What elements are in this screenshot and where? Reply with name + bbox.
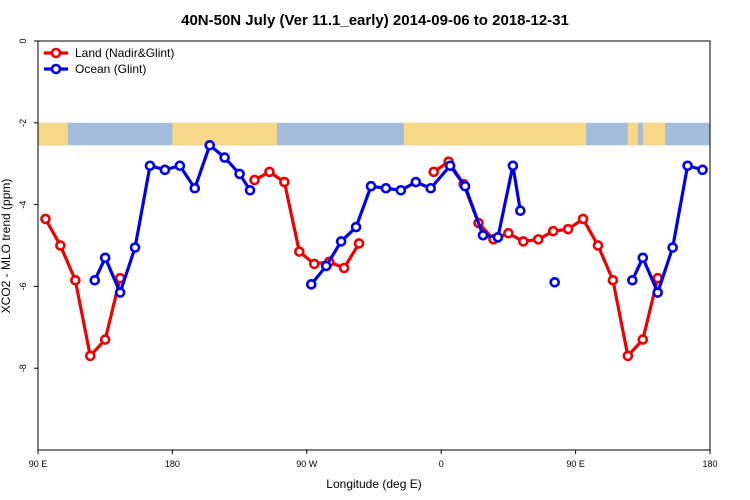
legend-label-0: Land (Nadir&Glint) xyxy=(75,46,174,60)
series-0-point-2-11 xyxy=(592,240,604,251)
series-1-point-1-6 xyxy=(395,184,407,196)
series-0-point-1-6 xyxy=(338,262,350,274)
series-1-point-3-1 xyxy=(637,252,649,264)
series-1-point-1-0 xyxy=(305,279,317,290)
series-0-line-0 xyxy=(44,218,122,358)
map-land-0 xyxy=(38,122,68,146)
series-1-point-1-1 xyxy=(320,260,332,272)
plot-frame xyxy=(37,40,711,451)
series-0-point-2-0 xyxy=(428,166,440,178)
series-layer xyxy=(40,139,708,362)
series-0-point-2-13 xyxy=(622,350,634,362)
series-1-point-3-0 xyxy=(627,274,638,286)
series-1-point-1-8 xyxy=(425,182,437,194)
series-1-point-0-9 xyxy=(219,152,230,163)
series-0-point-1-3 xyxy=(294,246,305,257)
series-1-point-1-13 xyxy=(507,160,519,172)
x-tick-label-1: 180 xyxy=(165,459,180,469)
series-0-point-1-4 xyxy=(308,258,320,270)
series-1-point-2-0 xyxy=(549,277,560,288)
legend-marker-1 xyxy=(50,63,62,75)
series-1-point-0-10 xyxy=(234,168,245,180)
y-tick-label-1: -2 xyxy=(18,119,28,127)
x-axis-label: Longitude (deg E) xyxy=(326,477,421,491)
series-1-point-0-6 xyxy=(174,160,186,172)
series-1-point-0-0 xyxy=(89,274,101,286)
x-axis: 90 E 180 90 W 0 90 E 180 xyxy=(29,450,718,469)
series-0-point-0-4 xyxy=(99,334,111,345)
series-1-point-1-11 xyxy=(477,229,489,241)
series-1-point-1-3 xyxy=(350,221,362,233)
series-0-point-0-0 xyxy=(40,213,51,225)
series-0-point-1-2 xyxy=(279,176,290,188)
series-1-point-0-11 xyxy=(244,184,256,196)
series-0-point-2-6 xyxy=(518,236,529,247)
series-1-point-1-4 xyxy=(365,180,377,192)
y-tick-label-2: -4 xyxy=(18,201,28,209)
series-0-point-2-9 xyxy=(562,223,574,235)
y-tick-label-0: 0 xyxy=(18,38,28,43)
series-0-point-1-0 xyxy=(249,174,260,186)
y-tick-label-3: -6 xyxy=(18,282,28,290)
map-land-2 xyxy=(403,122,587,146)
series-0-point-0-3 xyxy=(84,350,96,362)
series-1-point-1-5 xyxy=(380,182,392,194)
series-1-point-0-8 xyxy=(204,139,216,151)
series-1-point-0-4 xyxy=(144,160,156,172)
series-0-point-2-5 xyxy=(503,227,514,239)
series-1-point-3-2 xyxy=(652,287,664,298)
legend-label-1: Ocean (Glint) xyxy=(75,62,146,76)
series-1-point-1-2 xyxy=(335,236,347,247)
series-1-point-3-3 xyxy=(667,242,678,253)
series-1-point-1-9 xyxy=(444,160,456,172)
series-1-point-1-7 xyxy=(410,176,422,188)
series-1-point-3-4 xyxy=(682,160,693,172)
map-land-4 xyxy=(642,122,666,146)
series-1-point-1-12 xyxy=(492,232,504,243)
world-map-strip xyxy=(38,122,710,146)
map-ocean xyxy=(38,122,710,146)
series-1-point-0-1 xyxy=(99,252,111,264)
series-0-point-2-8 xyxy=(547,225,559,237)
series-0-point-1-7 xyxy=(353,238,365,249)
series-0-point-0-1 xyxy=(55,240,66,251)
series-1-line-3 xyxy=(630,164,703,295)
series-0-point-2-12 xyxy=(607,274,619,286)
series-1-point-3-5 xyxy=(697,164,708,176)
series-1-line-0 xyxy=(93,143,252,295)
series-1-point-0-7 xyxy=(189,182,201,194)
x-tick-label-5: 180 xyxy=(702,459,717,469)
legend: Land (Nadir&Glint) Ocean (Glint) xyxy=(44,46,174,76)
y-tick-label-4: -8 xyxy=(18,364,28,372)
series-0-point-2-10 xyxy=(577,213,589,225)
series-1-point-1-14 xyxy=(515,205,526,217)
series-0-point-2-14 xyxy=(637,334,649,345)
series-0-point-0-2 xyxy=(70,274,81,286)
y-axis: 0 -2 -4 -6 -8 xyxy=(18,38,38,372)
map-land-3 xyxy=(627,122,639,146)
x-tick-label-2: 90 W xyxy=(296,459,318,469)
chart-title: 40N-50N July (Ver 11.1_early) 2014-09-06… xyxy=(181,12,569,29)
series-1-point-1-10 xyxy=(459,180,471,192)
y-axis-label: XCO2 - MLO trend (ppm) xyxy=(0,179,13,314)
x-tick-label-3: 0 xyxy=(439,459,444,469)
series-0-point-1-1 xyxy=(264,166,275,178)
series-1-point-0-5 xyxy=(159,164,171,176)
legend-marker-0 xyxy=(50,47,62,59)
series-1-point-0-3 xyxy=(129,242,141,253)
map-land-1 xyxy=(172,122,277,146)
series-0-point-2-7 xyxy=(532,234,544,245)
x-tick-label-4: 90 E xyxy=(566,459,585,469)
x-tick-label-0: 90 E xyxy=(29,459,48,469)
series-1-point-0-2 xyxy=(114,287,126,298)
series-0-line-1 xyxy=(253,170,361,270)
